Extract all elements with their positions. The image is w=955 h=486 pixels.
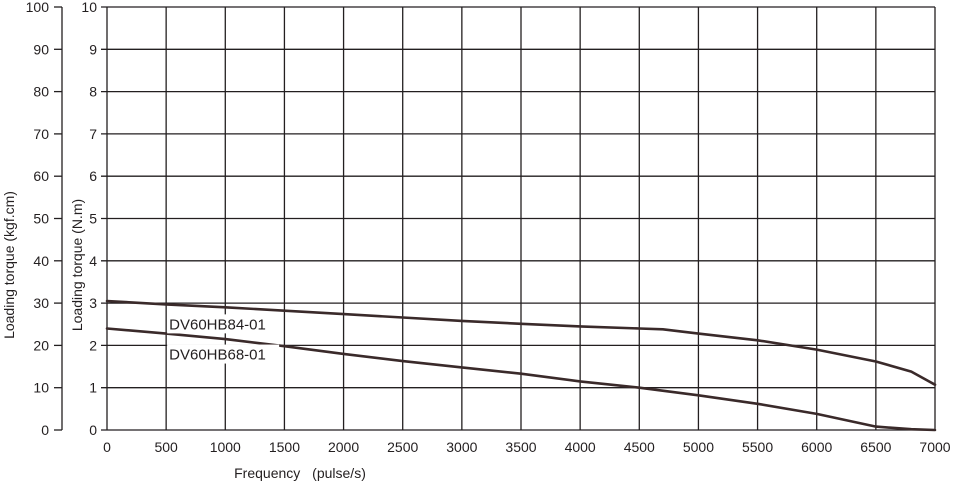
y-tick-label-left: 90 [33, 41, 49, 57]
series-line-dv60hb68-01 [105, 327, 937, 432]
x-tick-label: 1500 [269, 439, 300, 455]
y-tick-label-left: 20 [33, 337, 49, 353]
x-tick-label: 2000 [328, 439, 359, 455]
left-y-axis [54, 6, 63, 431]
y-tick-label-right: 7 [89, 126, 97, 142]
y-tick-label-left: 60 [33, 168, 49, 184]
x-tick-label: 5000 [683, 439, 714, 455]
x-tick-label: 500 [154, 439, 178, 455]
y-tick-label-right: 5 [89, 211, 97, 227]
series-label: DV60HB84-01 [169, 316, 266, 333]
y-axis-label-left: Loading torque (kgf.cm) [1, 191, 17, 339]
y-tick-label-right: 0 [89, 422, 97, 438]
series-label-background [167, 344, 280, 364]
y-tick-label-left: 50 [33, 211, 49, 227]
x-tick-label: 4500 [624, 439, 655, 455]
y-tick-label-left: 40 [33, 253, 49, 269]
series-label-background [167, 314, 280, 334]
x-tick-label: 1000 [210, 439, 241, 455]
x-tick-label: 2500 [387, 439, 418, 455]
x-tick-label: 6500 [860, 439, 891, 455]
y-tick-label-right: 6 [89, 168, 97, 184]
x-axis-label-unit: (pulse/s) [312, 465, 366, 481]
y-tick-label-right: 10 [81, 0, 97, 15]
x-tick-label: 6000 [801, 439, 832, 455]
y-tick-label-right: 3 [89, 295, 97, 311]
y-tick-label-right: 4 [89, 253, 97, 269]
y-tick-label-right: 9 [89, 41, 97, 57]
x-tick-label: 3500 [505, 439, 536, 455]
y-tick-label-left: 80 [33, 84, 49, 100]
y-tick-label-left: 70 [33, 126, 49, 142]
x-tick-label: 3000 [446, 439, 477, 455]
y-tick-label-right: 1 [89, 380, 97, 396]
x-tick-label: 0 [103, 439, 111, 455]
x-tick-label: 7000 [919, 439, 950, 455]
y-tick-label-left: 10 [33, 380, 49, 396]
x-tick-label: 5500 [742, 439, 773, 455]
y-axis-label-right: Loading torque (N.m) [69, 199, 85, 331]
y-tick-label-left: 100 [26, 0, 50, 15]
x-tick-label: 4000 [565, 439, 596, 455]
grid [101, 6, 936, 431]
series-label: DV60HB68-01 [169, 347, 266, 364]
y-tick-label-left: 0 [41, 422, 49, 438]
y-tick-label-right: 8 [89, 84, 97, 100]
x-axis-label: Frequency (pulse/s) [234, 465, 366, 481]
x-axis-label-text: Frequency [234, 465, 300, 481]
series-labels: DV60HB84-01 DV60HB68-01 [167, 314, 280, 364]
y-tick-label-left: 30 [33, 295, 49, 311]
y-tick-label-right: 2 [89, 337, 97, 353]
series-lines [105, 299, 937, 432]
series-line-dv60hb84-01 [105, 299, 937, 386]
